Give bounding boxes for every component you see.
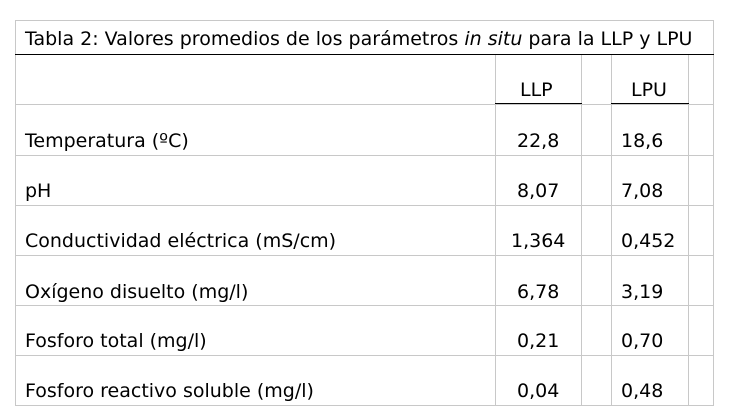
row-label: Fosforo reactivo soluble (mg/l): [25, 380, 314, 402]
grid-line: [15, 255, 714, 256]
value-lpu: 0,48: [621, 380, 664, 402]
row-label: Oxígeno disuelto (mg/l): [25, 281, 249, 303]
value-lpu: 18,6: [621, 130, 664, 152]
value-llp: 1,364: [511, 230, 566, 252]
grid-line: [581, 55, 582, 405]
caption-text-end: para la LLP y LPU: [522, 28, 693, 50]
value-lpu: 0,70: [621, 330, 664, 352]
grid-line: [15, 20, 16, 405]
header-underline-llp: [495, 103, 582, 104]
value-llp: 0,21: [517, 330, 560, 352]
value-llp: 8,07: [517, 180, 560, 202]
row-label: Conductividad eléctrica (mS/cm): [25, 230, 337, 252]
grid-line: [15, 405, 714, 406]
value-lpu: 7,08: [621, 180, 664, 202]
grid-line: [713, 20, 714, 405]
table-caption: Tabla 2: Valores promedios de los paráme…: [25, 27, 692, 51]
grid-line: [495, 55, 496, 405]
grid-line: [688, 55, 689, 405]
grid-line: [15, 20, 714, 21]
caption-italic-text: in situ: [464, 28, 523, 50]
grid-line: [15, 355, 714, 356]
caption-underline: [15, 54, 714, 55]
value-lpu: 0,452: [621, 230, 676, 252]
grid-line: [15, 305, 714, 306]
grid-line: [15, 205, 714, 206]
grid-line: [15, 104, 714, 105]
value-llp: 22,8: [517, 130, 560, 152]
header-underline-lpu: [611, 103, 689, 104]
caption-text: Tabla 2: Valores promedios de los paráme…: [25, 28, 465, 50]
value-llp: 6,78: [517, 281, 560, 303]
row-label: Temperatura (ºC): [25, 130, 189, 152]
column-header-lpu: LPU: [631, 79, 667, 101]
value-llp: 0,04: [517, 380, 560, 402]
grid-line: [15, 155, 714, 156]
column-header-llp: LLP: [520, 79, 553, 101]
value-lpu: 3,19: [621, 281, 664, 303]
row-label: Fosforo total (mg/l): [25, 330, 207, 352]
row-label: pH: [25, 180, 52, 202]
grid-line: [611, 55, 612, 405]
